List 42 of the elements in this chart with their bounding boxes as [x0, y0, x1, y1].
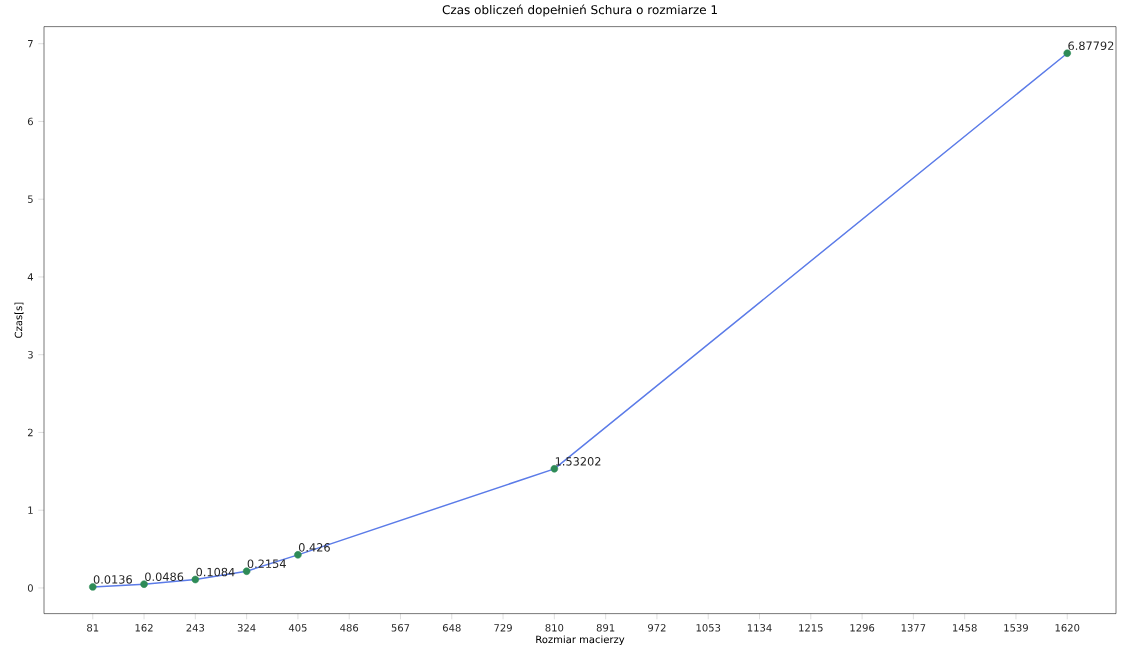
y-tick-label: 6 [27, 117, 33, 126]
y-tick-label: 1 [28, 506, 33, 515]
x-tick-label: 1539 [1004, 624, 1028, 632]
point [550, 465, 559, 473]
x-tick-label: 1053 [696, 624, 721, 632]
y-tick-label: 7 [28, 40, 33, 48]
x-tick-label: 81 [87, 624, 99, 632]
x-axis-title: Rozmiar macierzy [536, 635, 625, 646]
x-tick-label: 1377 [901, 624, 926, 632]
x-tick-label: 567 [391, 624, 410, 632]
x-tick-label: 243 [186, 624, 205, 632]
y-axis-title: Czas[s] [14, 302, 24, 339]
x-tick-label: 324 [237, 624, 256, 632]
x-tick-label: 1134 [747, 624, 772, 632]
chart-title: Czas obliczeń dopełnień Schura o rozmiarze 1 [442, 4, 717, 17]
x-tick-label: 1458 [953, 624, 977, 632]
x-tick-label: 648 [442, 624, 461, 632]
x-tick-label: 1296 [850, 624, 875, 632]
point [140, 580, 148, 589]
y-tick-label: 3 [28, 351, 33, 359]
x-tick-label: 1620 [1055, 624, 1080, 632]
x-tick-label: 1215 [799, 624, 823, 632]
point [1063, 49, 1071, 58]
x-tick-label: 972 [648, 624, 666, 632]
x-tick-label: 405 [288, 624, 307, 632]
point [242, 567, 251, 576]
x-tick-label: 810 [545, 624, 564, 632]
x-tick-label: 891 [596, 624, 615, 632]
y-tick-label: 5 [28, 195, 33, 204]
point [191, 575, 200, 584]
x-tick-label: 729 [494, 624, 512, 632]
data-label: 0.0136 [93, 575, 132, 584]
data-label: 0.1084 [196, 567, 235, 577]
y-tick-label: 0 [27, 584, 33, 592]
x-tick-label: 162 [135, 624, 153, 632]
data-label: 6.87792 [1068, 41, 1114, 51]
point [89, 583, 97, 591]
point [294, 551, 302, 559]
x-tick-label: 486 [340, 624, 359, 632]
data-label: 0.0486 [145, 572, 184, 582]
y-tick-label: 4 [27, 273, 34, 281]
y-tick-label: 2 [27, 428, 33, 437]
